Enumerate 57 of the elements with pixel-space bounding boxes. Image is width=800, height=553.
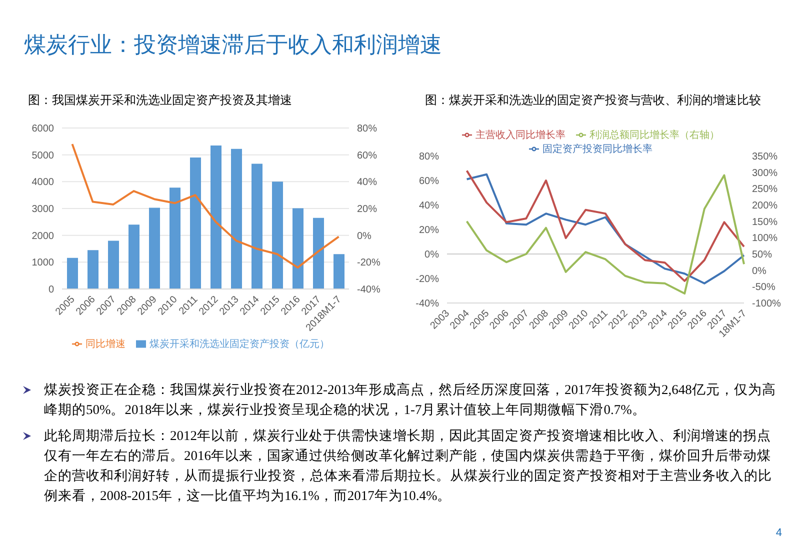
y2-tick-label: 150% [752,216,778,228]
y2-tick-label: 0% [357,230,372,242]
y2-tick-label: -100% [752,298,782,310]
legend-label: 主营收入同比增长率 [476,130,566,141]
bar [149,208,160,289]
text: 4 [776,527,782,539]
y2-tick-label: -50% [752,282,776,294]
bar [108,240,119,289]
chart-title: 图：煤炭开采和洗选业的固定资产投资与营收、利润的增速比较 [425,92,762,109]
bar [272,182,283,289]
y2-tick-label: 350% [752,152,778,163]
y-tick-label: 0% [424,250,440,261]
legend-label: 煤炭开采和洗选业固定资产投资（亿元） [150,339,330,350]
bar [252,164,262,289]
bar [88,250,98,289]
legend-label: 同比增速 [86,339,126,350]
bar [231,148,242,289]
y2-tick-label: 60% [357,150,378,162]
y2-tick-label: 80% [357,124,378,135]
y-tick-label: 60% [418,176,440,188]
bar [128,224,140,289]
y-tick-label: 1000 [32,258,54,269]
bar [67,258,78,289]
y2-tick-label: -20% [357,258,380,269]
y2-tick-label: 200% [752,200,778,212]
y2-tick-label: 300% [752,168,778,179]
legend-label: 利润总额同比增长率（右轴） [590,130,720,141]
y-tick-label: 6000 [32,124,54,135]
bar [334,254,344,289]
bar [190,158,201,289]
y2-tick-label: 40% [357,177,378,188]
y-tick-label: 80% [418,152,440,163]
y2-tick-label: 50% [752,250,772,261]
text: 煤炭投资正在企稳：我国煤炭行业投资在2012-2013年形成高点，然后经历深度回落，2017年投资额为2,648亿元，仅为高峰期的50%。2018年以来，煤炭行业投资呈现企稳的状况，1-7月累计值较上年同期微幅下滑0.7%。 [43,381,777,419]
legend-label: 固定资产投资同比增长率 [542,144,652,155]
y2-tick-label: 100% [752,233,778,244]
bar [313,218,324,289]
y2-tick-label: 20% [357,204,378,216]
bar [292,208,304,289]
line-series [71,143,340,269]
y-tick-label: 3000 [32,204,54,216]
y2-tick-label: 250% [752,184,778,196]
bar [170,188,180,289]
text: 煤炭行业：投资增速滞后于收入和利润增速 [24,31,442,59]
chart-title: 图：我国煤炭开采和洗选业固定资产投资及其增速 [28,92,293,109]
y2-tick-label: 0% [752,266,767,277]
text: 此轮周期滞后拉长：2012年以前，煤炭行业处于供需快速增长期，因此其固定资产投资增速相比收入、利润增速的拐点仅有一年左右的滞后。2016年以来，国家通过供给侧改革化解过剩产能，使国内煤炭供需趋于平衡，煤价回升后带动煤企的营收和利润好转，从而提振行业投资，总体来看滞后期拉长。从煤炭行业的固定资产投资相对于主营业务收入的比例来看，2008-2015年，这一比值平均为16.1%，而2017年为10.4%。 [43,427,773,505]
y-tick-label: 0 [48,284,54,296]
y-tick-label: 2000 [32,230,54,242]
y-tick-label: 4000 [32,177,54,188]
bar [210,145,222,289]
y-tick-label: 40% [418,200,440,212]
y-tick-label: 5000 [32,150,54,162]
y-tick-label: 20% [418,225,440,236]
y-tick-label: -20% [416,274,440,286]
y2-tick-label: -40% [357,284,380,296]
y-tick-label: -40% [416,298,440,310]
